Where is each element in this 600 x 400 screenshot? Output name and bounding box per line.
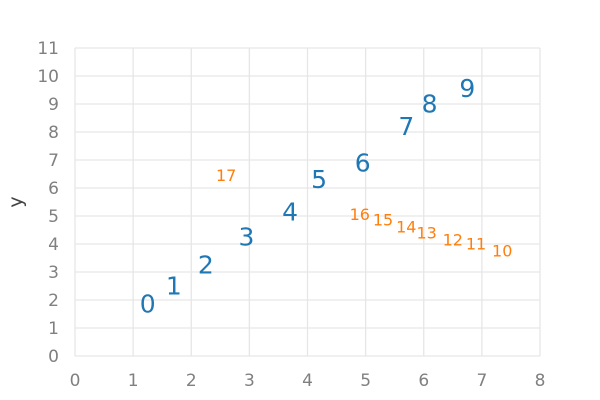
point-label-3: 3	[239, 223, 255, 252]
x-tick-label: 7	[476, 371, 487, 391]
y-tick-label: 9	[48, 95, 59, 115]
point-label-14: 14	[396, 218, 416, 237]
point-label-12: 12	[443, 230, 463, 249]
point-label-0: 0	[140, 290, 156, 319]
y-axis-label: y	[5, 196, 27, 207]
x-tick-label: 2	[186, 371, 197, 391]
y-axis-ticks: 0 1 2 3 4 5 6 7 8 9 10 11	[37, 39, 59, 367]
y-tick-label: 1	[48, 319, 59, 339]
point-label-1: 1	[166, 272, 182, 301]
point-label-5: 5	[311, 165, 327, 194]
point-label-13: 13	[416, 223, 436, 242]
x-axis-ticks: 0 1 2 3 4 5 6 7 8	[70, 371, 546, 391]
x-tick-label: 1	[128, 371, 139, 391]
x-tick-label: 3	[244, 371, 255, 391]
x-tick-label: 6	[418, 371, 429, 391]
point-label-8: 8	[422, 90, 438, 119]
point-label-15: 15	[373, 211, 393, 230]
point-label-6: 6	[355, 148, 371, 177]
y-tick-label: 2	[48, 291, 59, 311]
point-label-4: 4	[282, 197, 298, 226]
x-tick-label: 8	[535, 371, 546, 391]
x-tick-label: 4	[302, 371, 313, 391]
y-tick-label: 3	[48, 263, 59, 283]
x-tick-label: 0	[70, 371, 81, 391]
y-tick-label: 7	[48, 151, 59, 171]
x-tick-label: 5	[360, 371, 371, 391]
point-label-17: 17	[216, 166, 236, 185]
y-tick-label: 11	[37, 39, 59, 59]
point-label-7: 7	[398, 112, 414, 141]
y-tick-label: 8	[48, 123, 59, 143]
y-tick-label: 6	[48, 179, 59, 199]
y-tick-label: 0	[48, 347, 59, 367]
point-label-2: 2	[198, 251, 214, 280]
point-label-9: 9	[459, 74, 475, 103]
point-label-16: 16	[350, 205, 370, 224]
point-label-11: 11	[466, 235, 486, 254]
y-tick-label: 4	[48, 235, 59, 255]
grid	[74, 47, 541, 357]
y-tick-label: 5	[48, 207, 59, 227]
y-tick-label: 10	[37, 67, 59, 87]
point-label-10: 10	[492, 242, 512, 261]
